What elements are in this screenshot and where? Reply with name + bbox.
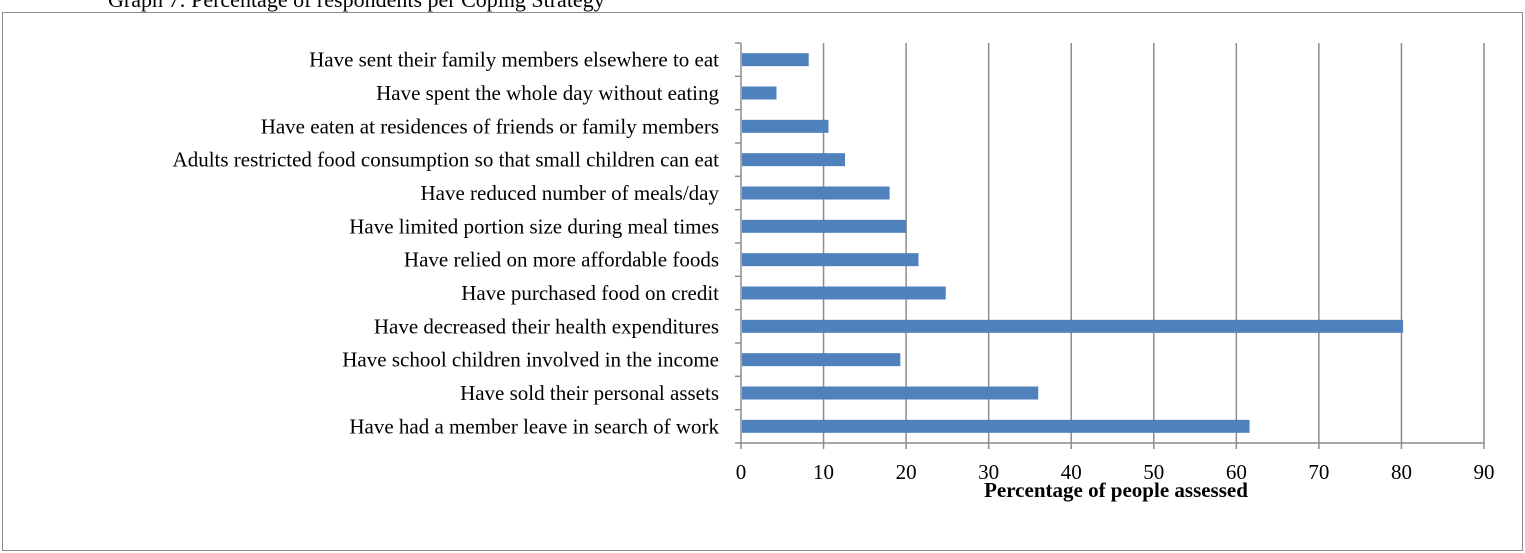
axes	[735, 42, 1485, 449]
bar	[742, 219, 907, 233]
category-label: Have spent the whole day without eating	[376, 81, 719, 105]
x-tick-label: 0	[736, 460, 747, 484]
category-label: Have limited portion size during meal ti…	[349, 214, 719, 238]
x-tick-label: 20	[896, 460, 917, 484]
category-label: Adults restricted food consumption so th…	[173, 148, 720, 172]
category-label: Have relied on more affordable foods	[404, 248, 719, 272]
bar	[742, 386, 1039, 400]
x-tick-label: 90	[1474, 460, 1495, 484]
category-labels: Have sent their family members elsewhere…	[173, 48, 720, 439]
x-axis-label: Percentage of people assessed	[984, 478, 1248, 502]
x-tick-label: 30	[978, 460, 999, 484]
x-tick-label: 10	[813, 460, 834, 484]
page-title: Graph 7: Percentage of respondents per C…	[108, 0, 605, 12]
category-label: Have sold their personal assets	[460, 381, 719, 405]
category-label: Have decreased their health expenditures	[374, 314, 719, 338]
bar	[742, 119, 829, 133]
bar	[742, 86, 777, 100]
x-tick-label: 50	[1143, 460, 1164, 484]
x-tick-label: 60	[1226, 460, 1247, 484]
category-label: Have had a member leave in search of wor…	[349, 414, 719, 438]
category-label: Have sent their family members elsewhere…	[309, 48, 719, 72]
bar	[742, 153, 846, 167]
bar	[742, 286, 946, 300]
bar	[742, 419, 1250, 433]
bar	[742, 186, 890, 200]
chart-frame	[2, 12, 1523, 551]
x-tick-label: 80	[1391, 460, 1412, 484]
category-label: Have school children involved in the inc…	[342, 348, 719, 372]
bar	[742, 253, 919, 267]
bar	[742, 53, 809, 67]
x-tick-label: 40	[1061, 460, 1082, 484]
x-tick-label: 70	[1308, 460, 1329, 484]
category-label: Have purchased food on credit	[461, 281, 719, 305]
bar	[742, 353, 901, 367]
bar	[742, 319, 1404, 333]
x-tick-labels: 0 10 20 30 40 50 60 70 80 90	[736, 460, 1495, 484]
category-label: Have reduced number of meals/day	[420, 181, 719, 205]
gridlines	[822, 43, 1485, 443]
category-label: Have eaten at residences of friends or f…	[261, 114, 719, 138]
bars	[742, 53, 1404, 433]
